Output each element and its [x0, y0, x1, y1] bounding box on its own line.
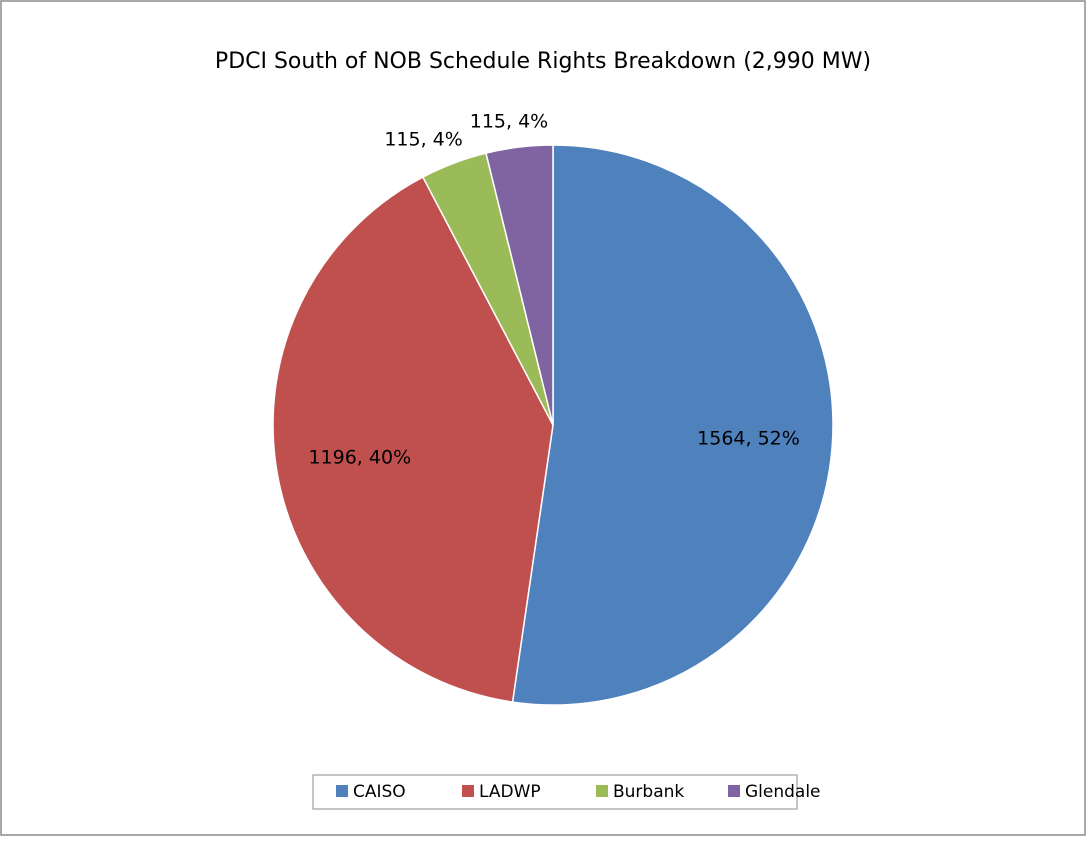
legend-swatch	[462, 785, 474, 797]
legend-swatch	[336, 785, 348, 797]
legend: CAISO LADWP Burbank Glendale	[336, 782, 821, 802]
legend-swatch	[728, 785, 740, 797]
chart-title: PDCI South of NOB Schedule Rights Breakd…	[215, 49, 871, 74]
legend-label: Burbank	[613, 782, 684, 802]
data-labels: 1564, 52% 1196, 40% 115, 4% 115, 4%	[308, 111, 799, 469]
legend-label: CAISO	[353, 782, 406, 802]
pie	[272, 144, 834, 706]
data-label: 1196, 40%	[308, 446, 411, 468]
legend-label: Glendale	[745, 782, 821, 802]
data-label: 115, 4%	[384, 128, 463, 150]
legend-swatch	[596, 785, 608, 797]
legend-label: LADWP	[479, 782, 541, 802]
pie-slice	[511, 144, 834, 706]
data-label: 1564, 52%	[697, 428, 800, 450]
pie-slice	[485, 144, 554, 426]
pie-slice	[272, 176, 554, 703]
legend-box	[312, 774, 798, 810]
data-label: 115, 4%	[470, 111, 549, 133]
